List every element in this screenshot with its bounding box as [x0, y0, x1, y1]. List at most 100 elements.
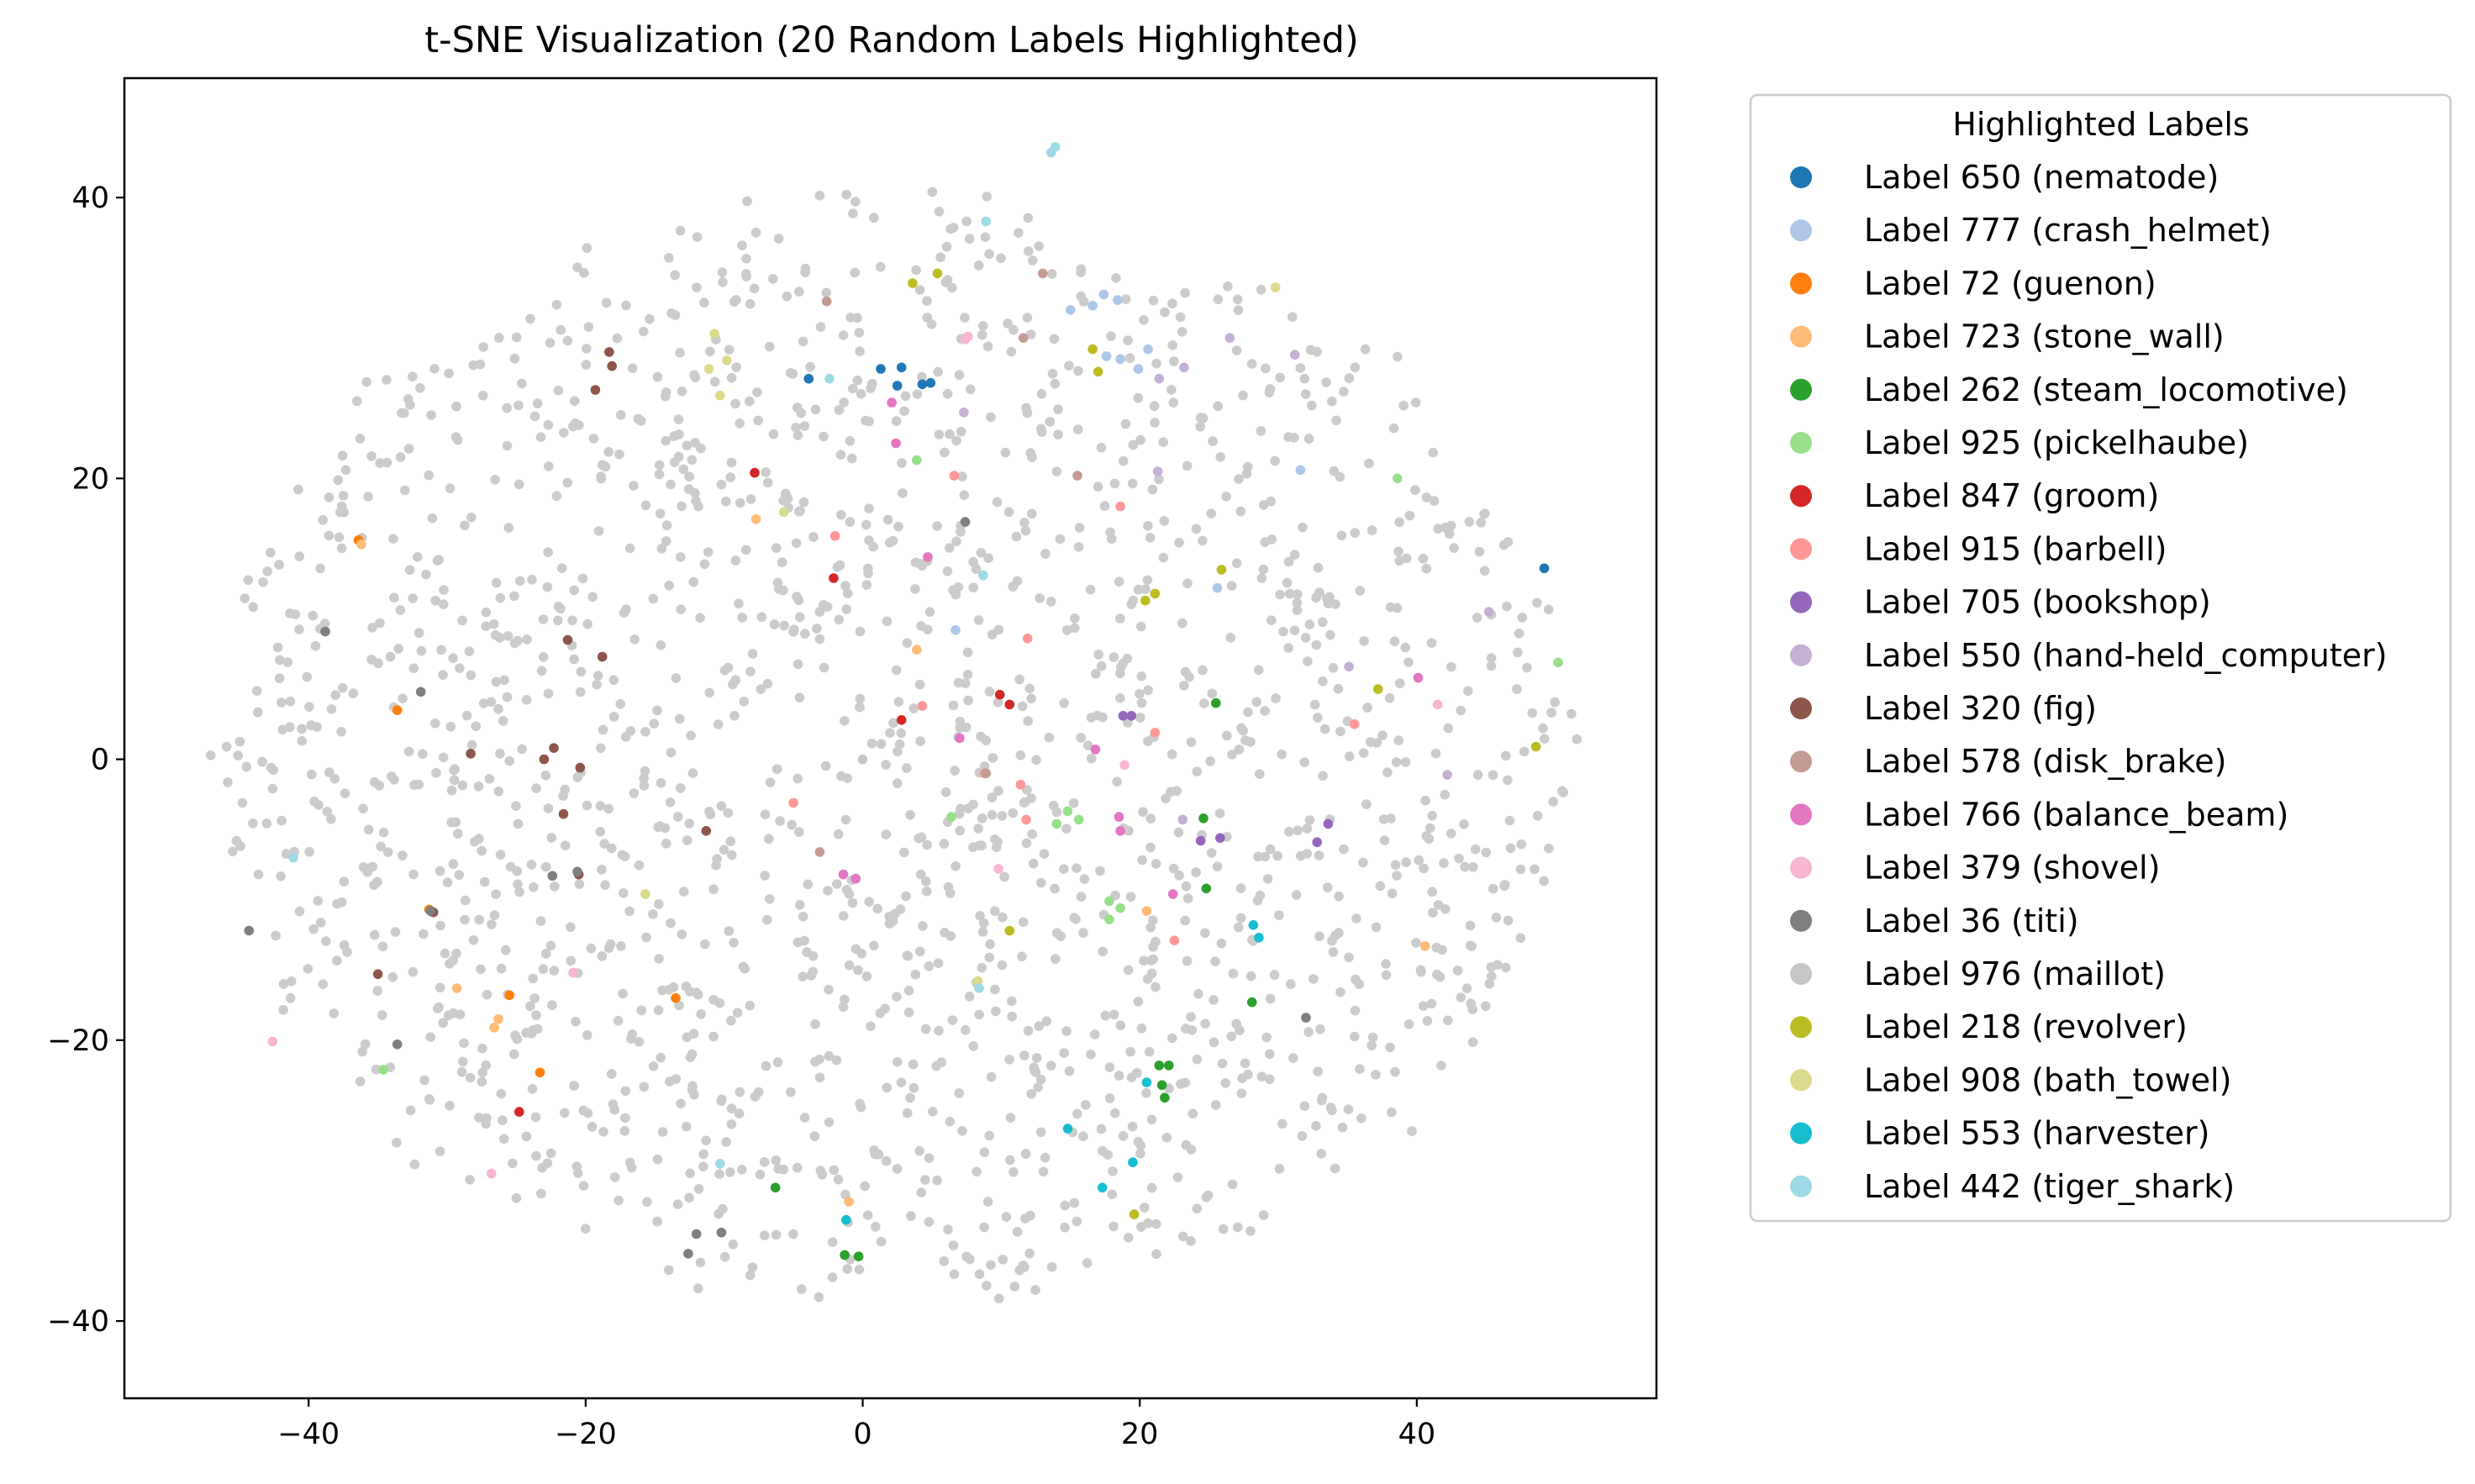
background-point: [864, 503, 874, 513]
background-point: [721, 497, 731, 507]
background-point: [451, 401, 461, 412]
background-point: [1354, 979, 1365, 989]
background-point: [495, 749, 505, 759]
background-point: [1143, 1218, 1153, 1229]
background-point: [974, 1269, 985, 1280]
background-point: [600, 880, 610, 890]
background-point: [1293, 825, 1303, 836]
background-point: [322, 807, 333, 817]
background-point: [629, 634, 640, 645]
background-point: [621, 300, 631, 311]
background-point: [1174, 538, 1184, 548]
background-point: [975, 911, 985, 921]
background-point: [1393, 351, 1403, 362]
background-point: [439, 585, 449, 595]
background-point: [1086, 713, 1097, 723]
background-point: [708, 884, 719, 894]
background-point: [367, 623, 377, 633]
background-point: [1360, 344, 1371, 355]
background-point: [835, 560, 845, 571]
background-point: [845, 517, 856, 527]
background-point: [1318, 617, 1328, 628]
background-point: [1284, 588, 1295, 599]
background-point: [445, 483, 456, 493]
background-point: [540, 949, 551, 959]
background-point: [906, 1211, 916, 1221]
background-point: [636, 1005, 646, 1016]
background-point: [491, 889, 501, 899]
highlighted-point: [604, 347, 614, 357]
background-point: [778, 585, 788, 596]
background-point: [717, 267, 728, 277]
background-point: [609, 1172, 620, 1182]
background-point: [703, 547, 714, 557]
highlighted-point: [1323, 818, 1334, 829]
background-point: [1105, 527, 1115, 538]
background-point: [1136, 697, 1147, 708]
background-point: [1299, 373, 1310, 384]
background-point: [1439, 858, 1449, 868]
background-point: [984, 687, 995, 697]
background-point: [429, 364, 440, 374]
background-point: [893, 697, 904, 707]
background-point: [905, 1092, 915, 1103]
background-point: [755, 1169, 766, 1180]
background-point: [1322, 593, 1332, 604]
background-point: [1186, 1236, 1196, 1246]
highlighted-point: [514, 1107, 524, 1117]
background-point: [1035, 1127, 1046, 1138]
background-point: [448, 859, 459, 869]
background-point: [1073, 542, 1084, 552]
background-point: [1060, 1222, 1070, 1233]
background-point: [448, 1008, 459, 1018]
background-point: [625, 726, 635, 736]
highlighted-point: [932, 268, 943, 279]
background-point: [1049, 334, 1060, 345]
background-point: [496, 1088, 507, 1099]
background-point: [634, 860, 645, 871]
highlighted-points: [244, 142, 1563, 1261]
background-point: [678, 464, 689, 475]
background-point: [1540, 734, 1550, 744]
background-point: [798, 971, 808, 981]
background-point: [950, 766, 960, 776]
background-point: [824, 984, 834, 995]
background-point: [278, 979, 289, 989]
background-point: [1046, 269, 1057, 279]
background-point: [527, 1084, 538, 1094]
background-point: [854, 328, 865, 338]
background-point: [905, 810, 915, 820]
background-point: [850, 267, 860, 278]
background-point: [812, 624, 822, 634]
background-point: [266, 547, 276, 558]
background-point: [892, 1057, 903, 1067]
background-point: [546, 833, 556, 843]
background-point: [617, 850, 628, 860]
background-point: [619, 608, 629, 618]
background-point: [478, 698, 489, 708]
background-point: [248, 818, 258, 829]
background-point: [674, 429, 684, 439]
background-point: [1135, 1149, 1145, 1159]
background-point: [515, 576, 525, 587]
background-point: [750, 1092, 761, 1102]
background-point: [976, 548, 987, 558]
background-point: [810, 1019, 820, 1029]
highlighted-point: [949, 471, 960, 481]
background-point: [1278, 626, 1288, 637]
highlighted-point: [1270, 282, 1281, 292]
background-point: [282, 657, 293, 667]
highlighted-point: [994, 689, 1005, 700]
background-point: [1158, 437, 1168, 447]
background-point: [1000, 447, 1011, 458]
legend-marker: [1790, 1016, 1812, 1039]
background-point: [304, 702, 314, 712]
background-point: [303, 964, 313, 974]
background-point: [1314, 931, 1324, 941]
background-point: [494, 333, 504, 343]
background-point: [957, 471, 967, 482]
background-point: [1146, 1182, 1157, 1193]
background-point: [302, 671, 313, 682]
highlighted-point: [829, 573, 839, 583]
background-point: [1325, 1102, 1336, 1113]
